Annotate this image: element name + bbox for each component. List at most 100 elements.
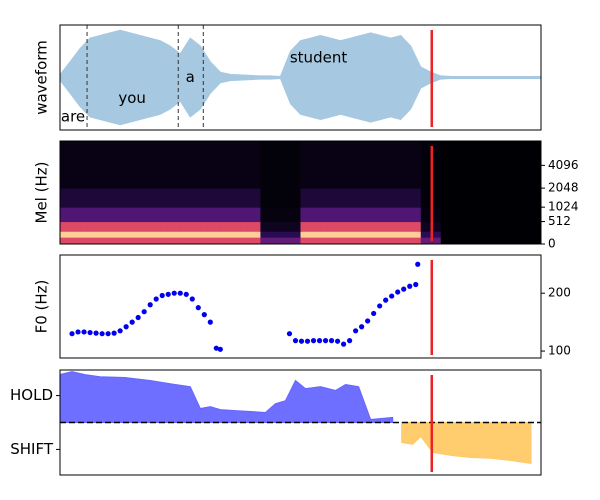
heat-cell xyxy=(440,231,462,238)
y-tick-label: 2048 xyxy=(548,181,579,195)
point xyxy=(75,329,81,335)
y-tick-label: 100 xyxy=(548,344,571,358)
heat-cell xyxy=(200,237,221,244)
heat-cell xyxy=(340,207,362,223)
y-axis-label: Mel (Hz) xyxy=(33,162,51,224)
heat-cell xyxy=(480,141,502,189)
heat-cell xyxy=(320,207,342,223)
heat-cell xyxy=(480,188,502,208)
heat-cell xyxy=(440,237,462,244)
heat-cell xyxy=(140,231,161,238)
heat-cell xyxy=(440,141,462,189)
heat-cell xyxy=(440,188,462,208)
heat-cell xyxy=(180,237,201,244)
heat-cell xyxy=(300,237,322,244)
heat-cell xyxy=(260,141,281,189)
heat-cell xyxy=(320,231,342,238)
area xyxy=(60,371,394,423)
y-tick-label: 4096 xyxy=(548,158,579,172)
heat-cell xyxy=(160,207,181,223)
point xyxy=(135,314,141,321)
heat-cell xyxy=(480,237,502,244)
point xyxy=(195,305,201,311)
heat-cell xyxy=(340,141,362,189)
heat-cell xyxy=(60,207,81,223)
heat-cell xyxy=(360,188,382,208)
plot-area xyxy=(60,371,532,465)
heat-cell xyxy=(60,231,81,238)
word-label: a xyxy=(186,68,195,86)
heat-cell xyxy=(520,237,541,244)
heat-cell xyxy=(480,221,502,232)
point xyxy=(87,329,93,336)
heat-cell xyxy=(320,221,342,232)
panel: are you a student waveform xyxy=(33,24,542,131)
heat-cell xyxy=(360,141,382,189)
heat-cell xyxy=(300,141,322,189)
point xyxy=(413,281,419,288)
heat-cell xyxy=(460,237,482,244)
heat-cell xyxy=(200,231,221,238)
heat-cell xyxy=(60,221,81,232)
heat-cell xyxy=(320,188,342,208)
point xyxy=(105,331,111,337)
heat-cell xyxy=(80,141,101,189)
heat-cell xyxy=(100,207,121,223)
heat-cell xyxy=(180,188,201,208)
heat-cell xyxy=(100,237,121,244)
heat-cell xyxy=(220,188,241,208)
heat-cell xyxy=(120,141,141,189)
heat-cell xyxy=(340,237,362,244)
heat-cell xyxy=(340,231,362,238)
heat-cell xyxy=(380,237,402,244)
point xyxy=(359,324,365,330)
heat-cell xyxy=(80,237,101,244)
point xyxy=(371,310,377,317)
heat-cell xyxy=(160,188,181,208)
point xyxy=(310,338,317,344)
point xyxy=(365,318,371,324)
heat-cell xyxy=(360,237,382,244)
heat-cell xyxy=(300,188,322,208)
heat-cell xyxy=(160,141,181,189)
heat-cell xyxy=(80,221,101,232)
heat-cell xyxy=(400,221,422,232)
y-tick-label: SHIFT xyxy=(10,440,54,458)
word-label: student xyxy=(290,49,347,67)
point xyxy=(213,345,219,351)
heat-cell xyxy=(500,207,522,223)
word-label: are xyxy=(61,107,85,125)
heat-cell xyxy=(500,231,522,238)
heat-cell xyxy=(260,207,281,223)
panel: 100 200 F0 (Hz) xyxy=(33,254,571,359)
heat-cell xyxy=(280,221,301,232)
heat-cell xyxy=(220,221,241,232)
point xyxy=(171,290,177,296)
point xyxy=(322,338,329,344)
y-tick-label: 200 xyxy=(548,286,571,300)
heat-cell xyxy=(220,237,241,244)
heat-cell xyxy=(280,141,301,189)
point xyxy=(111,330,117,336)
heat-cell xyxy=(500,221,522,232)
heat-cell xyxy=(80,231,101,238)
heat-cell xyxy=(260,221,281,232)
frame xyxy=(59,24,542,131)
heat-cell xyxy=(260,237,281,244)
heat-cell xyxy=(300,221,322,232)
panel: HOLD SHIFT xyxy=(10,369,542,476)
heat-cell xyxy=(480,231,502,238)
heat-cell xyxy=(500,141,522,189)
heat-cell xyxy=(280,207,301,223)
heat-cell xyxy=(120,207,141,223)
heat-cell xyxy=(200,207,221,223)
frame xyxy=(59,140,542,245)
point xyxy=(377,303,383,309)
heat-cell xyxy=(80,207,101,223)
heat-cell xyxy=(400,188,422,208)
heat-cell xyxy=(380,188,402,208)
point xyxy=(69,331,75,337)
heat-cell xyxy=(200,141,221,189)
heat-cell xyxy=(300,207,322,223)
heat-cell xyxy=(460,141,482,189)
